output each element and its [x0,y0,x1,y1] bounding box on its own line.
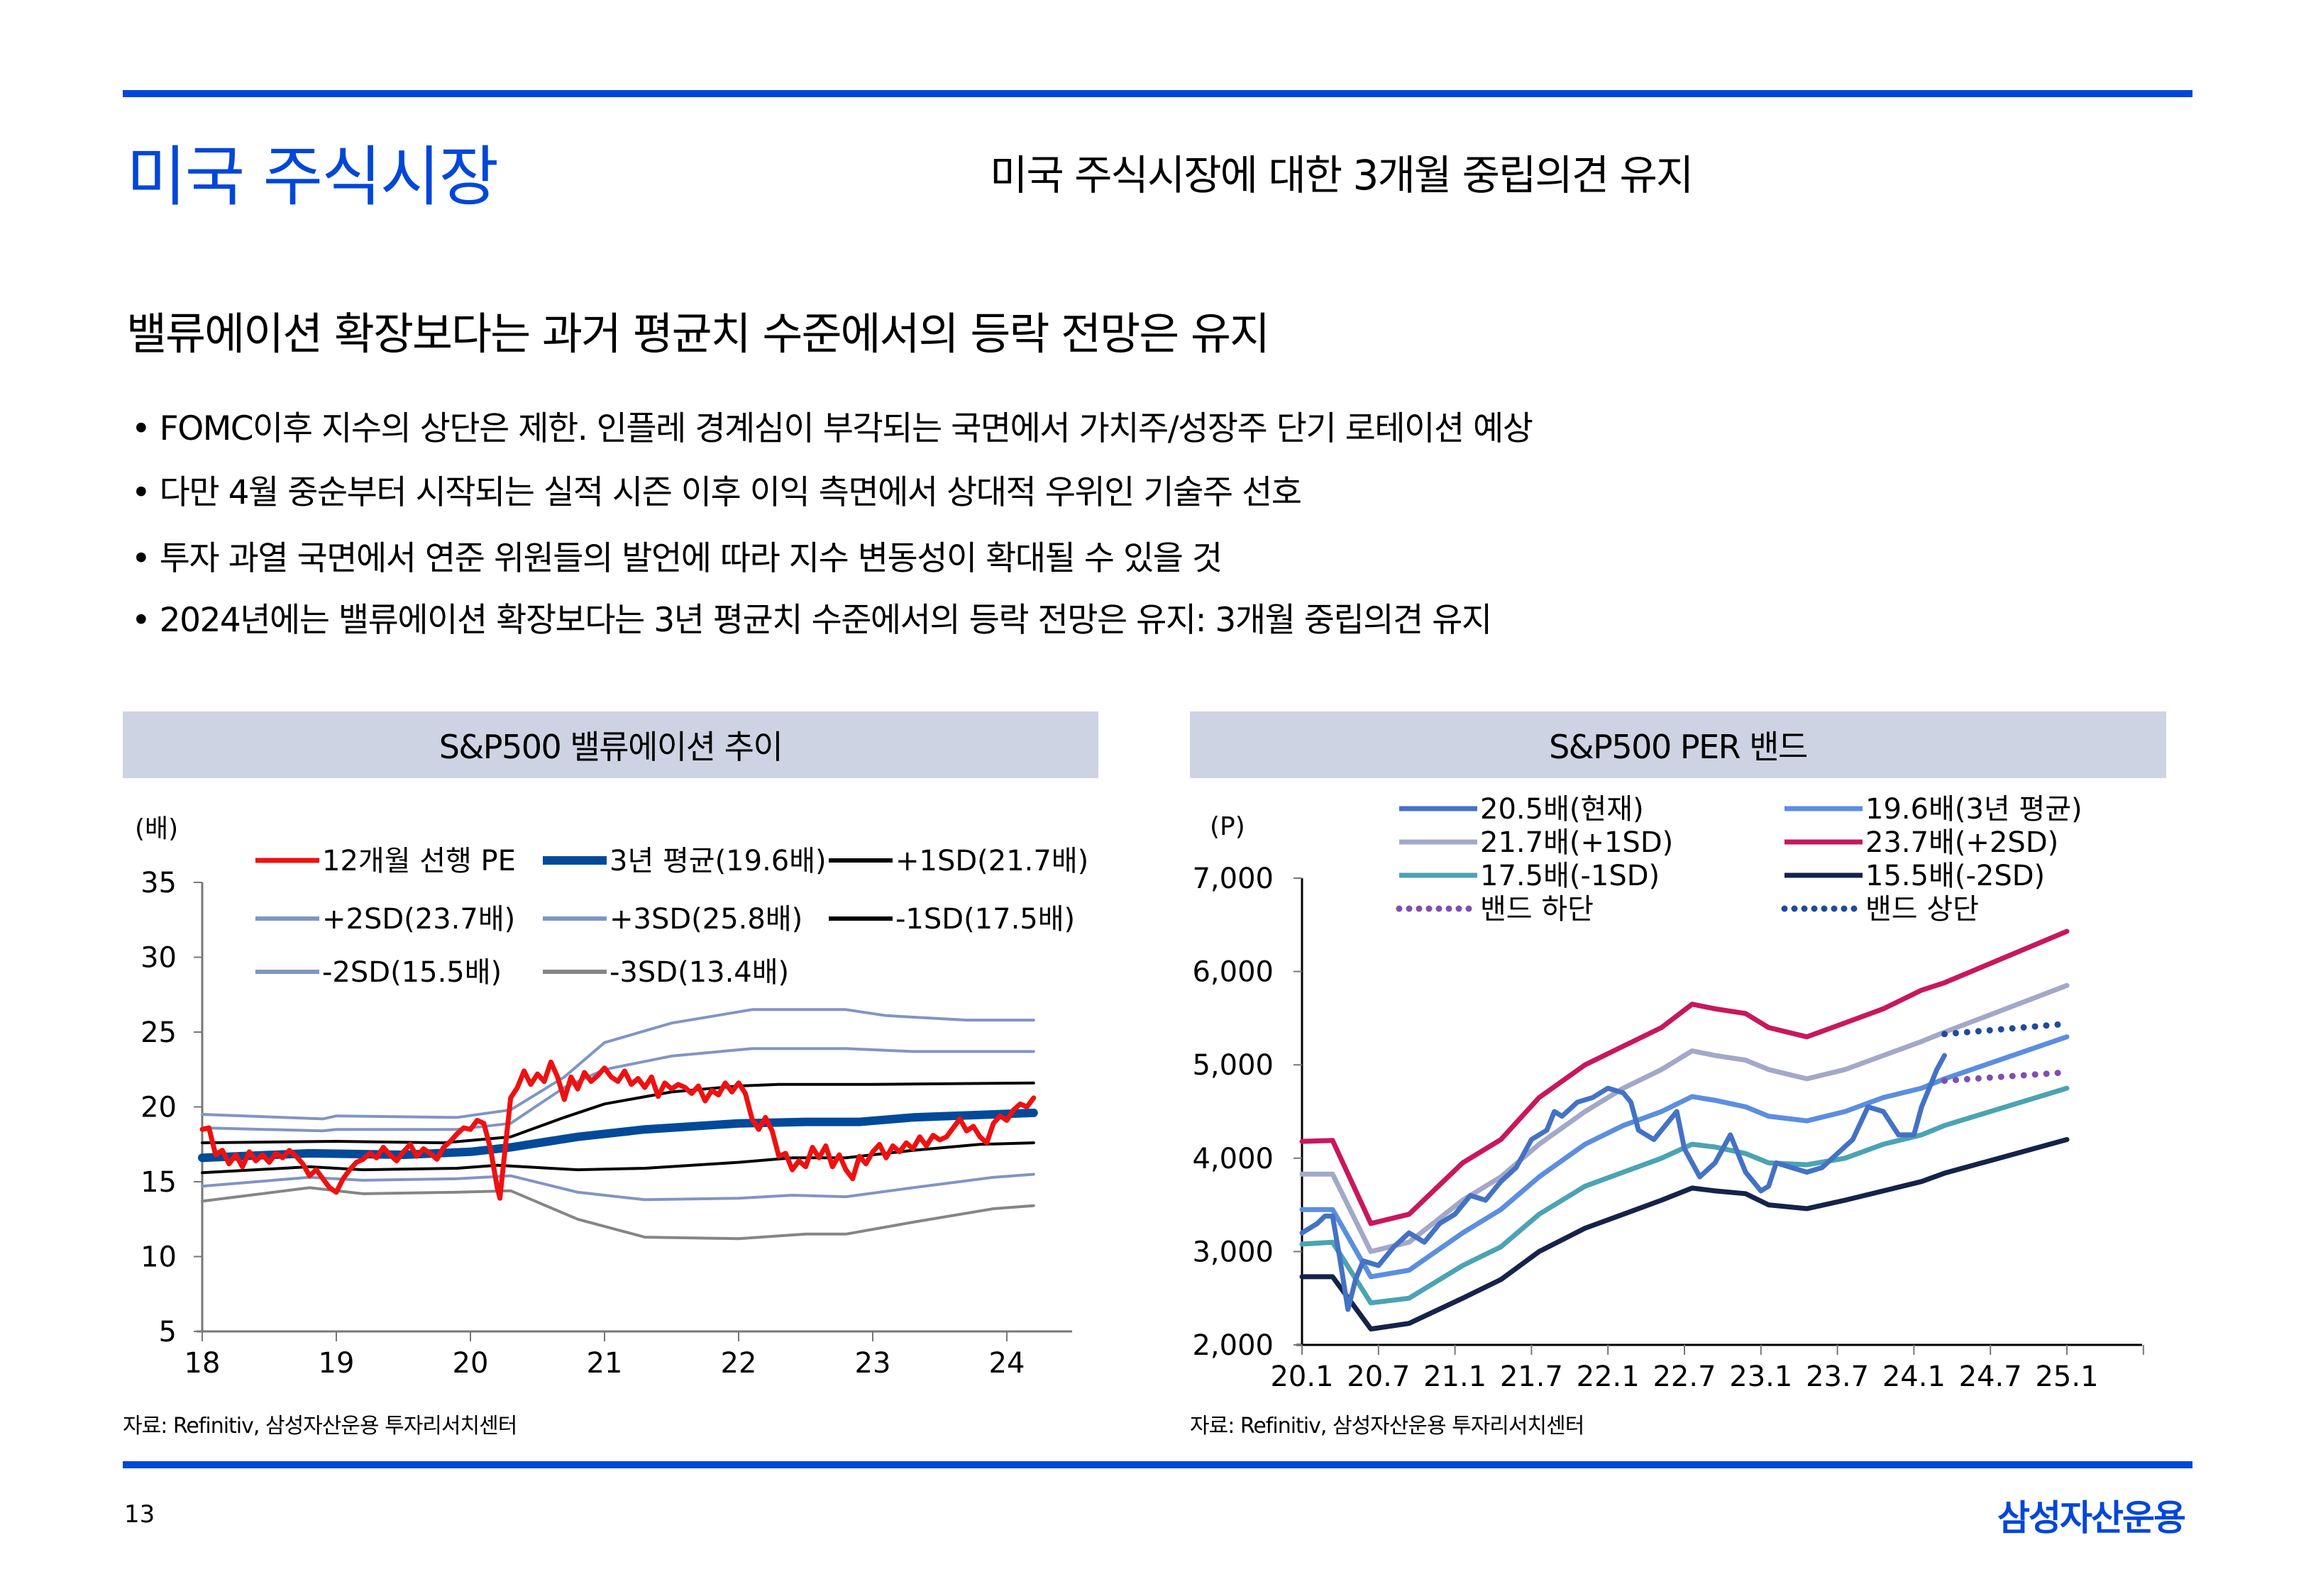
legend-label: 21.7배(+1SD) [1480,826,1673,859]
chart-source: 자료: Refinitiv, 삼성자산운용 투자리서치센터 [1190,1414,1584,1439]
y-tick-label: 5 [159,1316,177,1348]
legend-label: 밴드 상단 [1865,893,1979,926]
bullet-item: • 다만 4월 중순부터 시작되는 실적 시즌 이후 이익 측면에서 상대적 우… [131,473,1302,512]
legend-label: +2SD(23.7배) [322,903,515,936]
page-subtitle: 미국 주식시장에 대한 3개월 중립의견 유지 [990,151,1694,199]
x-tick-label: 22.7 [1653,1361,1716,1393]
x-tick-label: 22 [721,1347,757,1380]
x-tick-label: 21 [587,1347,623,1380]
chart-source: 자료: Refinitiv, 삼성자산운용 투자리서치센터 [123,1414,517,1439]
x-tick-label: 20.7 [1347,1361,1410,1393]
series-line-2 [201,1081,1035,1145]
y-tick-label: 7,000 [1192,863,1274,895]
y-tick-label: 15 [140,1166,177,1199]
chart-0 [194,882,1072,1341]
page-number: 13 [124,1500,155,1529]
bottom-rule [123,1461,2192,1468]
x-tick-label: 22.1 [1577,1361,1640,1393]
legend-label: -1SD(17.5배) [895,903,1075,936]
x-tick-label: 19 [319,1347,355,1380]
x-tick-label: 21.7 [1500,1361,1563,1393]
legend-label: 20.5배(현재) [1480,793,1644,826]
y-tick-label: 5,000 [1192,1049,1274,1082]
series-line-7 [1941,1020,2070,1038]
series-line-0 [199,1059,1037,1201]
legend-label: -3SD(13.4배) [609,956,789,989]
x-tick-label: 20 [453,1347,489,1380]
page-title: 미국 주식시장 [126,139,499,215]
legend-label: 17.5배(-1SD) [1480,860,1660,892]
bullet-item: • 2024년에는 밸류에이션 확장보다는 3년 평균치 수준에서의 등락 전망… [131,601,1492,640]
bullet-item: • 투자 과열 국면에서 연준 위원들의 발언에 따라 지수 변동성이 확대될 … [131,539,1223,578]
top-rule [123,90,2192,97]
series-line-4 [1299,1085,2070,1306]
legend-label: 23.7배(+2SD) [1865,826,2058,859]
series-line-6 [1941,1069,2070,1085]
x-tick-label: 18 [184,1347,221,1380]
y-unit-label: (P) [1210,812,1245,841]
y-tick-label: 30 [140,942,177,975]
legend-label: +3SD(25.8배) [609,903,802,936]
chart-1 [1293,877,2144,1355]
legend-label: 밴드 하단 [1480,893,1594,926]
brand-logo: 삼성자산운용 [1997,1497,2186,1539]
series-line-5 [1299,1137,2070,1332]
y-tick-label: 20 [140,1092,177,1124]
chart-title: S&P500 밸류에이션 추이 [438,728,783,766]
legend-label: +1SD(21.7배) [895,845,1088,877]
legend-label: -2SD(15.5배) [322,956,502,989]
series-line-3 [1299,929,2070,1226]
x-tick-label: 20.1 [1270,1361,1333,1393]
y-tick-label: 4,000 [1192,1143,1274,1175]
series-line-6 [201,1173,1035,1202]
series-line-4 [201,1008,1035,1121]
legend-label: 12개월 선행 PE [322,845,516,877]
x-tick-label: 24.7 [1959,1361,2022,1393]
y-tick-label: 25 [140,1016,177,1049]
series-line-2 [1299,982,2070,1254]
chart-title: S&P500 PER 밴드 [1549,728,1808,766]
y-tick-label: 2,000 [1192,1329,1274,1362]
legend-label: 15.5배(-2SD) [1865,860,2045,892]
x-tick-label: 24 [989,1347,1025,1380]
x-tick-label: 23 [855,1347,891,1380]
series-line-0 [1299,1053,1947,1312]
legend-label: 19.6배(3년 평균) [1865,793,2082,826]
chart-title-bar-per-band: S&P500 PER 밴드 [1190,711,2166,778]
x-tick-label: 25.1 [2035,1361,2098,1393]
y-tick-label: 6,000 [1192,956,1274,989]
x-tick-label: 24.1 [1882,1361,1946,1393]
x-tick-label: 21.1 [1423,1361,1486,1393]
y-tick-label: 10 [140,1241,177,1274]
series-line-1 [1299,1034,2070,1280]
chart-title-bar-valuation: S&P500 밸류에이션 추이 [123,711,1098,778]
y-tick-label: 3,000 [1192,1236,1274,1268]
y-unit-label: (배) [135,814,178,843]
y-tick-label: 35 [140,867,177,899]
section-headline: 밸류에이션 확장보다는 과거 평균치 수준에서의 등락 전망은 유지 [126,308,1270,360]
series-line-7 [201,1186,1035,1241]
x-tick-label: 23.7 [1806,1361,1869,1393]
bullet-item: • FOMC이후 지수의 상단은 제한. 인플레 경계심이 부각되는 국면에서 … [131,409,1533,448]
legend-label: 3년 평균(19.6배) [609,845,827,877]
x-tick-label: 23.1 [1729,1361,1792,1393]
